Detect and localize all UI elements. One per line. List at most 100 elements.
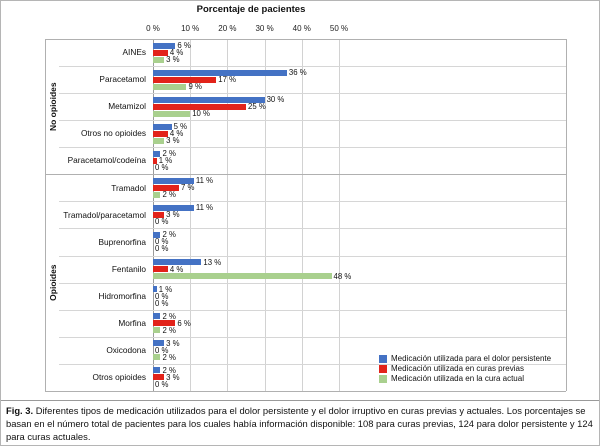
bar-value-label: 3 % xyxy=(166,338,180,348)
bar-value-label: 48 % xyxy=(333,271,352,281)
bar-value-label: 6 % xyxy=(177,318,191,328)
category-label: Otros opioides xyxy=(92,372,147,382)
gridline xyxy=(227,39,229,391)
bar-value-label: 11 % xyxy=(195,203,214,213)
category-label: Buprenorfina xyxy=(98,236,146,247)
x-tick-label: 10 % xyxy=(181,24,200,33)
bar-value-label: 0 % xyxy=(155,291,169,301)
gridline xyxy=(264,39,266,391)
bar-value-label: 4 % xyxy=(169,48,184,57)
figure-caption: Fig. 3. Diferentes tipos de medicación u… xyxy=(1,400,599,443)
x-tick-label: 20 % xyxy=(218,24,237,33)
bar-curas-previas xyxy=(153,211,165,218)
bar-value-label: 36 % xyxy=(288,68,307,78)
x-tick-label: 30 % xyxy=(255,24,274,33)
row-separator xyxy=(59,255,566,257)
row-separator xyxy=(59,201,566,203)
bar-value-label: 9 % xyxy=(188,82,202,92)
chart-left-border xyxy=(45,39,46,391)
bar-dolor-persistente xyxy=(153,286,157,293)
bar-cura-actual xyxy=(153,137,165,144)
bar-value-label: 0 % xyxy=(155,237,169,247)
bar-curas-previas xyxy=(153,374,165,381)
bar-value-label: 2 % xyxy=(162,149,176,159)
legend-item: Medicación utilizada para el dolor persi… xyxy=(379,354,551,363)
bar-value-label: 2 % xyxy=(162,325,176,335)
category-label: Otros no opioides xyxy=(80,128,146,139)
chart-bottom-border xyxy=(45,390,566,392)
legend-swatch xyxy=(379,364,387,373)
caption-text: Diferentes tipos de medicación utilizado… xyxy=(6,405,593,442)
legend-label: Medicación utilizada para el dolor persi… xyxy=(391,354,552,363)
chart-axis-title: Porcentaje de pacientes xyxy=(196,4,306,15)
bar-cura-actual xyxy=(153,110,191,117)
legend-label: Medicación utilizada en curas previas xyxy=(391,364,524,373)
bar-dolor-persistente xyxy=(153,204,194,211)
row-separator xyxy=(59,66,566,68)
bar-value-label: 3 % xyxy=(166,210,180,220)
bar-dolor-persistente xyxy=(153,150,161,157)
category-label: Paracetamol/codeína xyxy=(67,155,146,166)
bar-cura-actual xyxy=(153,327,161,334)
bar-value-label: 10 % xyxy=(192,109,210,119)
bar-value-label: 2 % xyxy=(162,230,176,240)
row-separator xyxy=(59,309,566,311)
bar-dolor-persistente xyxy=(153,96,265,103)
row-separator xyxy=(59,93,566,95)
category-label: Oxicodona xyxy=(106,344,146,355)
gridline xyxy=(301,39,303,391)
category-label: Fentanilo xyxy=(111,263,146,274)
bar-value-label: 13 % xyxy=(203,257,222,267)
chart-top-border xyxy=(45,39,566,40)
category-label: Morfina xyxy=(118,317,146,328)
category-label: Hidromorfina xyxy=(98,290,147,301)
x-tick-label: 50 % xyxy=(329,24,349,33)
gridline xyxy=(339,39,340,391)
row-separator xyxy=(59,282,566,284)
bar-value-label: 0 % xyxy=(155,217,169,227)
bar-dolor-persistente xyxy=(153,259,202,266)
bar-value-label: 4 % xyxy=(169,129,184,139)
bar-curas-previas xyxy=(153,130,168,137)
chart-right-border xyxy=(566,39,567,391)
legend-swatch xyxy=(379,354,387,363)
bar-cura-actual xyxy=(153,83,187,90)
bar-value-label: 3 % xyxy=(166,136,180,146)
bar-value-label: 3 % xyxy=(166,372,180,382)
bar-value-label: 1 % xyxy=(158,156,173,166)
gridline xyxy=(190,39,192,391)
bar-value-label: 2 % xyxy=(162,190,176,200)
legend-label: Medicación utilizada en la cura actual xyxy=(391,374,524,383)
bar-curas-previas xyxy=(153,184,180,191)
bar-value-label: 0 % xyxy=(155,298,169,308)
category-label: AINEs xyxy=(122,47,146,58)
category-label: Tramadol/paracetamol xyxy=(63,209,146,220)
bar-value-label: 0 % xyxy=(155,163,169,173)
bar-curas-previas xyxy=(153,49,168,56)
category-label: Paracetamol xyxy=(99,74,146,85)
bar-value-label: 2 % xyxy=(162,311,176,321)
bar-cura-actual xyxy=(153,56,165,63)
bar-value-label: 5 % xyxy=(173,122,188,132)
legend-item: Medicación utilizada en la cura actual xyxy=(379,374,551,383)
row-separator xyxy=(59,147,566,149)
x-tick-label: 40 % xyxy=(292,24,311,33)
bar-cura-actual xyxy=(153,191,161,198)
x-tick-label: 0 % xyxy=(146,24,160,33)
bar-value-label: 25 % xyxy=(248,102,266,112)
bar-dolor-persistente xyxy=(153,123,172,130)
bar-value-label: 4 % xyxy=(169,264,184,274)
bar-cura-actual xyxy=(153,354,161,361)
row-separator xyxy=(59,363,566,365)
bar-curas-previas xyxy=(153,76,217,83)
category-label: Tramadol xyxy=(111,182,146,193)
group-boundary xyxy=(45,174,566,176)
caption-figure-number: Fig. 3. xyxy=(6,405,34,416)
bar-value-label: 7 % xyxy=(181,183,195,193)
bar-curas-previas xyxy=(153,103,246,110)
legend: Medicación utilizada para el dolor persi… xyxy=(377,352,554,385)
category-label: Metamizol xyxy=(108,101,146,112)
bar-value-label: 1 % xyxy=(158,284,173,294)
bar-value-label: 11 % xyxy=(195,176,214,186)
